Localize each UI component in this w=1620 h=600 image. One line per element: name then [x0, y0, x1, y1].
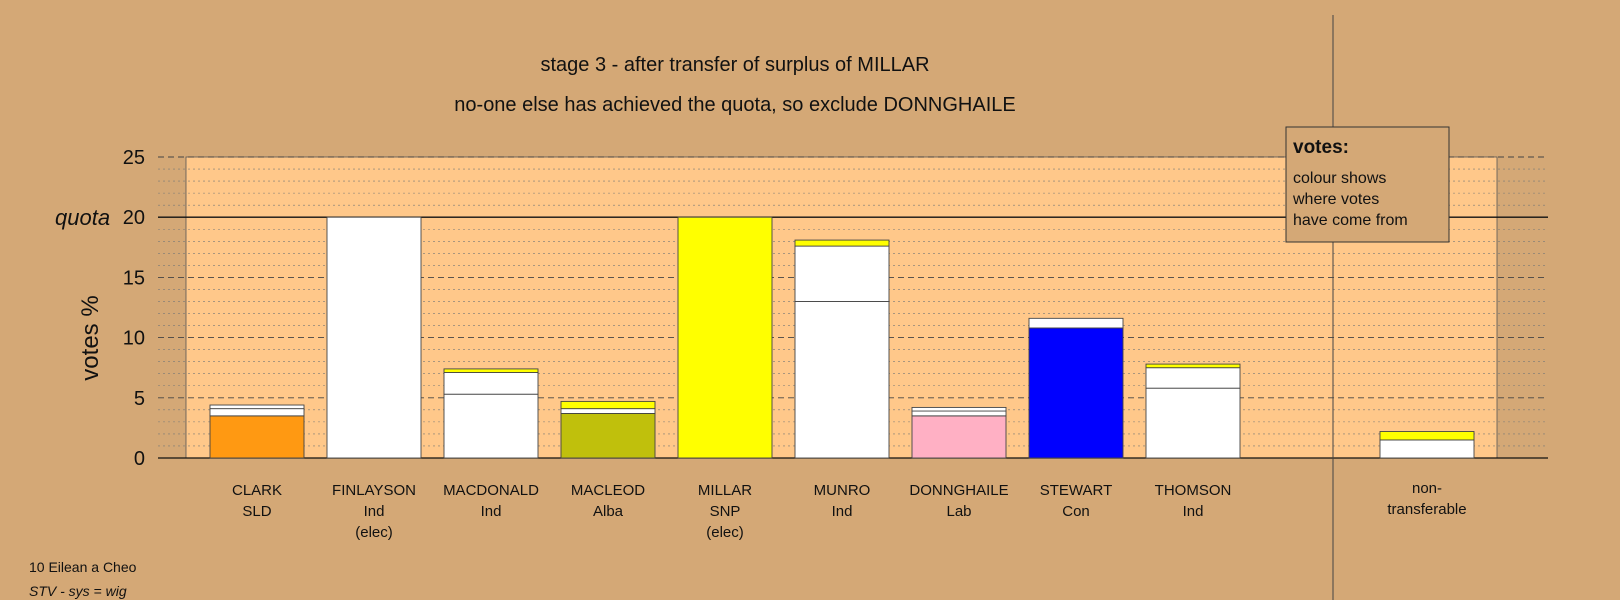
candidate-party: Alba — [593, 503, 624, 520]
y-tick-label: 0 — [134, 448, 145, 470]
legend-line-2: where votes — [1292, 191, 1379, 208]
legend-box: votes: colour shows where votes have com… — [1285, 126, 1450, 243]
bar-segment — [560, 408, 656, 414]
nontransferable-label: transferable — [1387, 501, 1466, 518]
bar-segment — [1379, 431, 1475, 441]
bar-segment — [1379, 439, 1475, 459]
bar-segment — [794, 301, 890, 459]
candidate-name: MILLAR — [698, 482, 752, 499]
bar-segment — [560, 413, 656, 459]
candidate-party: Con — [1062, 503, 1090, 520]
candidate-name: CLARK — [232, 482, 282, 499]
candidate-name: MACLEOD — [571, 482, 645, 499]
bar-segment — [209, 415, 305, 459]
candidate-labels: CLARK SLD FINLAYSON Ind (elec) MACDONALD Ind MA… — [232, 480, 1467, 541]
bar-segment — [209, 404, 305, 410]
candidate-note: (elec) — [706, 524, 744, 541]
candidate-party: SNP — [710, 503, 741, 520]
nontransferable-label: non- — [1412, 480, 1442, 497]
candidate-party: Ind — [481, 503, 502, 520]
y-tick-label: 20 — [123, 207, 145, 229]
chart-subtitle: no-one else has achieved the quota, so e… — [454, 94, 1015, 116]
bar-segment — [794, 245, 890, 302]
bar-segment — [1145, 387, 1241, 459]
bar-segment — [560, 400, 656, 410]
quota-label: quota — [55, 205, 110, 230]
legend-line-1: colour shows — [1293, 170, 1386, 187]
bar-segment — [443, 368, 539, 373]
y-tick-labels: 0 5 10 15 20 25 — [123, 147, 145, 470]
bar-segment — [443, 372, 539, 395]
bar-segment — [443, 393, 539, 459]
legend-line-3: have come from — [1293, 212, 1408, 229]
candidate-party: Ind — [1183, 503, 1204, 520]
candidate-name: MUNRO — [814, 482, 871, 499]
candidate-note: (elec) — [355, 524, 393, 541]
bar-segment — [1028, 327, 1124, 459]
bar-segment — [1145, 367, 1241, 389]
bar-segment — [911, 415, 1007, 459]
bar-segment — [209, 408, 305, 417]
y-tick-label: 5 — [134, 388, 145, 410]
voting-system: STV - sys = wig — [29, 583, 127, 599]
bar-segment — [911, 406, 1007, 412]
y-tick-label: 10 — [123, 328, 145, 350]
bar-segment — [1028, 317, 1124, 329]
candidate-party: Lab — [946, 503, 971, 520]
bar-segment — [911, 410, 1007, 417]
bar-segment — [794, 239, 890, 247]
candidate-party: SLD — [242, 503, 271, 520]
bar-segment — [677, 216, 773, 459]
bar-segment — [1145, 363, 1241, 369]
y-tick-label: 15 — [123, 267, 145, 289]
legend-title: votes: — [1293, 137, 1349, 158]
candidate-party: Ind — [364, 503, 385, 520]
candidate-name: MACDONALD — [443, 482, 539, 499]
bar-segment — [326, 216, 422, 459]
chart-title: stage 3 - after transfer of surplus of M… — [540, 54, 929, 76]
candidate-party: Ind — [832, 503, 853, 520]
y-tick-label: 25 — [123, 147, 145, 169]
candidate-name: FINLAYSON — [332, 482, 416, 499]
bars — [209, 216, 1475, 459]
y-axis-label: votes % — [77, 295, 104, 380]
candidate-name: DONNGHAILE — [909, 482, 1008, 499]
candidate-name: STEWART — [1040, 482, 1113, 499]
ward-name: 10 Eilean a Cheo — [29, 559, 137, 575]
candidate-name: THOMSON — [1155, 482, 1232, 499]
